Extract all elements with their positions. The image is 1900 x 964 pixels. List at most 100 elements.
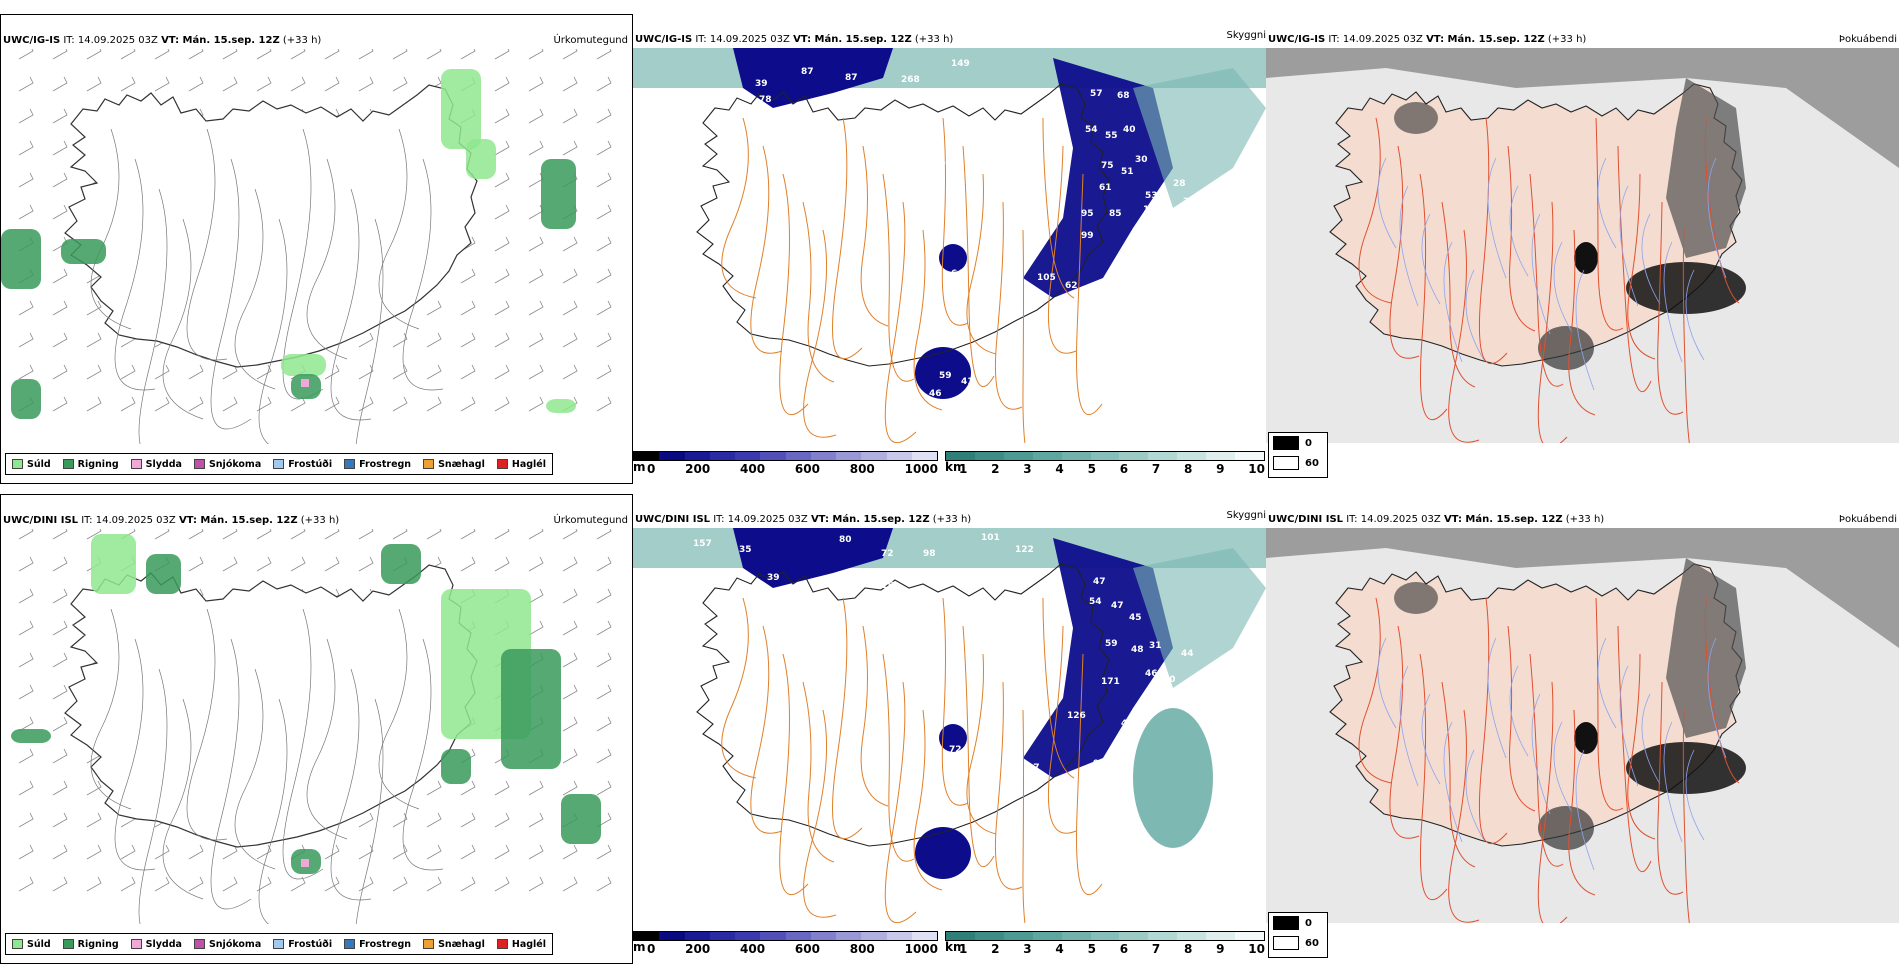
ceiling-label: 30 (1135, 155, 1148, 165)
model-name: UWC/IG-IS (635, 34, 693, 45)
wind-barb (52, 76, 68, 92)
wind-barb (18, 876, 34, 892)
wind-barb (256, 396, 272, 412)
colorbar-tick: 4 (1055, 942, 1064, 956)
legend-item: Súld (12, 939, 51, 950)
road-line (186, 608, 228, 841)
precip-area (381, 544, 421, 584)
wind-barb (154, 876, 170, 892)
road-line (1595, 117, 1624, 331)
fog-area (1266, 528, 1899, 648)
road-line (1704, 597, 1740, 784)
wind-barb (188, 844, 204, 860)
colorbar-tick: 5 (1087, 942, 1096, 956)
wind-barb (596, 716, 612, 732)
road-line (1022, 709, 1026, 923)
wind-barb (188, 364, 204, 380)
road-line (1568, 229, 1596, 416)
fog-swatch (1273, 436, 1299, 450)
wind-barb (18, 620, 34, 636)
wind-barb (52, 140, 68, 156)
ceiling-label: 115 (1143, 205, 1162, 215)
wind-barb (460, 300, 476, 316)
map-layer: 157 35 80 72 98 101 122 57 39 37 115 47 54 47 45 59 48 31… (633, 528, 1266, 923)
wind-barb (188, 76, 204, 92)
colorbar-tick: 4 (1055, 462, 1064, 476)
road-line (1682, 709, 1690, 923)
road-line (258, 698, 288, 924)
wind-barb (86, 780, 102, 796)
fog-map[interactable] (1266, 48, 1899, 443)
road-line (779, 653, 809, 896)
wind-barb (222, 364, 238, 380)
valid-time: VT: Mán. 15.sep. 12Z (1426, 34, 1545, 45)
road-line (1441, 681, 1476, 868)
river-line (1487, 637, 1507, 759)
wind-barb (256, 76, 272, 92)
road-line (721, 597, 757, 779)
wind-barb (528, 620, 544, 636)
wind-barb (52, 844, 68, 860)
colorbar-tick: 600 (794, 462, 820, 476)
low-ceiling-area (733, 528, 893, 588)
precip-map[interactable] (1, 49, 633, 444)
wind-barb (562, 332, 578, 348)
road-line (234, 668, 276, 870)
colorbar-tick: 10 (1248, 942, 1265, 956)
road-line (1419, 173, 1448, 421)
precip-area (546, 399, 576, 413)
precip-area (11, 379, 41, 419)
ceiling-label: 72 (949, 745, 962, 755)
precip-map[interactable] (1, 529, 633, 924)
wind-barb (18, 300, 34, 316)
ceiling-colorbar: 0 200 400 600 800 1000 m (633, 931, 938, 956)
wind-barb (324, 76, 340, 92)
valid-time: VT: Mán. 15.sep. 12Z (1443, 514, 1563, 525)
colorbar-ticks: 1 2 3 4 5 6 7 8 9 10 (945, 942, 1265, 956)
fog-map[interactable] (1266, 528, 1899, 923)
ceiling-label: 105 (1037, 273, 1056, 283)
wind-barb (596, 268, 612, 284)
wind-barb (52, 529, 68, 540)
road-line (210, 158, 252, 430)
cloud-map[interactable]: 157 35 80 72 98 101 122 57 39 37 115 47 54 47 45 59 48 31… (633, 528, 1266, 923)
colorbar-ticks: 0 200 400 600 800 1000 (633, 462, 938, 476)
wind-barb (596, 812, 612, 828)
road-line (258, 218, 288, 444)
colorbar-cell (974, 932, 1004, 940)
river-line (1531, 213, 1551, 335)
iceland-outline (64, 564, 478, 848)
road-line (1047, 145, 1077, 354)
road-line (355, 218, 384, 444)
road-line (1076, 173, 1103, 416)
road-line (803, 229, 837, 438)
ceiling-label: 80 (839, 535, 852, 545)
road-line (330, 188, 372, 421)
wind-barb (18, 844, 34, 860)
road-line (802, 681, 835, 863)
variable-name: Úrkomutegund (553, 515, 628, 526)
wind-barb (494, 529, 510, 540)
wind-barb (120, 396, 136, 412)
colorbar-unit: km (945, 460, 966, 474)
wind-barb (222, 876, 238, 892)
colorbar-cell (1148, 452, 1178, 460)
ceiling-label: 44 (793, 125, 806, 135)
road-line (884, 201, 917, 443)
colorbar-unit: m (633, 460, 646, 474)
road-line (1042, 117, 1075, 299)
colorbar-cell (1090, 932, 1120, 940)
river-line (1531, 693, 1551, 815)
legend-label: Snæhagl (438, 458, 485, 470)
wind-barb (426, 876, 442, 892)
low-ceiling-area (939, 244, 967, 272)
wind-barb (324, 364, 340, 380)
wind-barb (596, 556, 612, 572)
fog-legend-row: 0 (1269, 913, 1327, 933)
iceland-outline (696, 83, 1110, 367)
road-line (162, 698, 204, 900)
road-line (402, 158, 444, 391)
wind-barb (52, 620, 68, 636)
wind-barb (596, 300, 612, 316)
